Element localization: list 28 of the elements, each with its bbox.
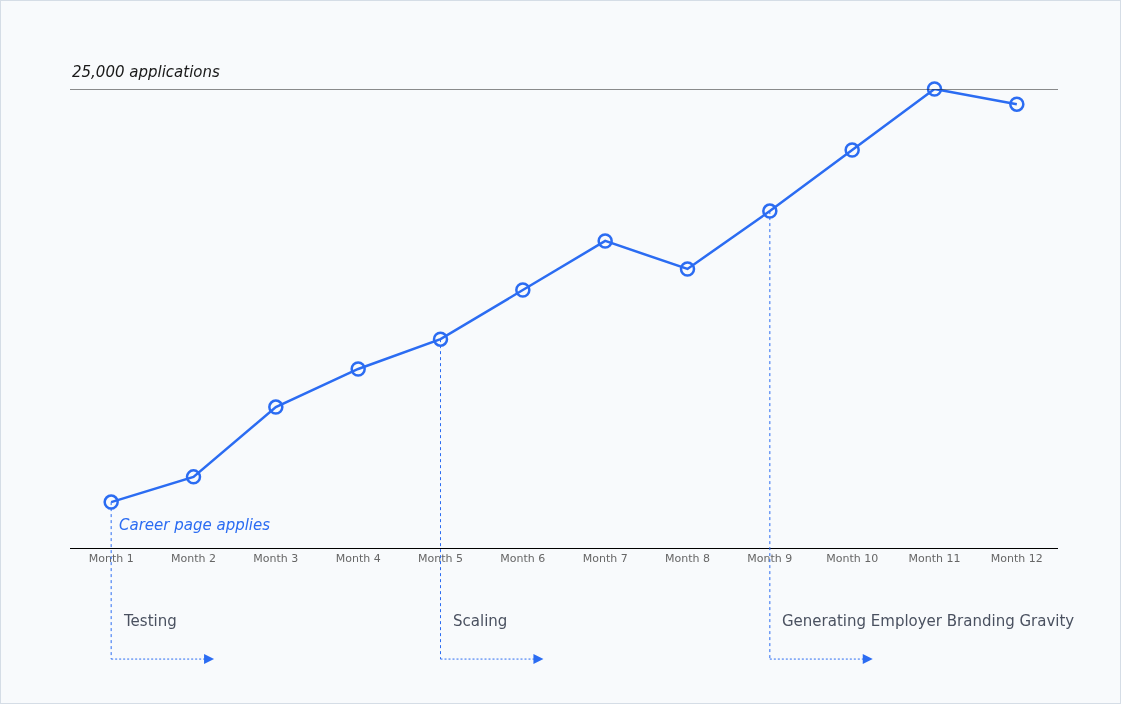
point	[762, 203, 778, 219]
x-tick-label: Month 6	[500, 552, 546, 566]
point	[515, 282, 531, 298]
point	[1009, 96, 1025, 112]
point	[268, 399, 284, 415]
point	[350, 361, 366, 377]
x-tick-label: Month 3	[253, 552, 299, 566]
series-label: Career page applies	[119, 516, 271, 534]
x-tick-label: Month 1	[88, 552, 134, 566]
x-tick-label: Month 4	[335, 552, 381, 566]
x-tick-label: Month 8	[665, 552, 710, 566]
point	[432, 331, 449, 347]
point	[103, 494, 119, 510]
x-tick-label: Month 12	[990, 552, 1043, 566]
x-tick-label: Month 9	[747, 552, 793, 566]
x-tick-label: Month 5	[418, 552, 463, 566]
point	[185, 469, 202, 485]
x-tick-label: Month 7	[582, 552, 628, 566]
x-tick-label: Month 11	[908, 552, 961, 566]
point	[679, 261, 696, 277]
ref-line-label: Scaling	[453, 612, 508, 630]
ref-line-label: 25,000 applications	[72, 63, 220, 81]
x-tick-label: Month 2	[171, 552, 216, 566]
x-tick-label: Month 10	[826, 552, 879, 566]
point	[844, 142, 860, 158]
point	[597, 233, 613, 249]
ref-line-label: Generating Employer Branding Gravity	[782, 612, 1075, 630]
ref-line-label: Testing	[123, 612, 177, 630]
